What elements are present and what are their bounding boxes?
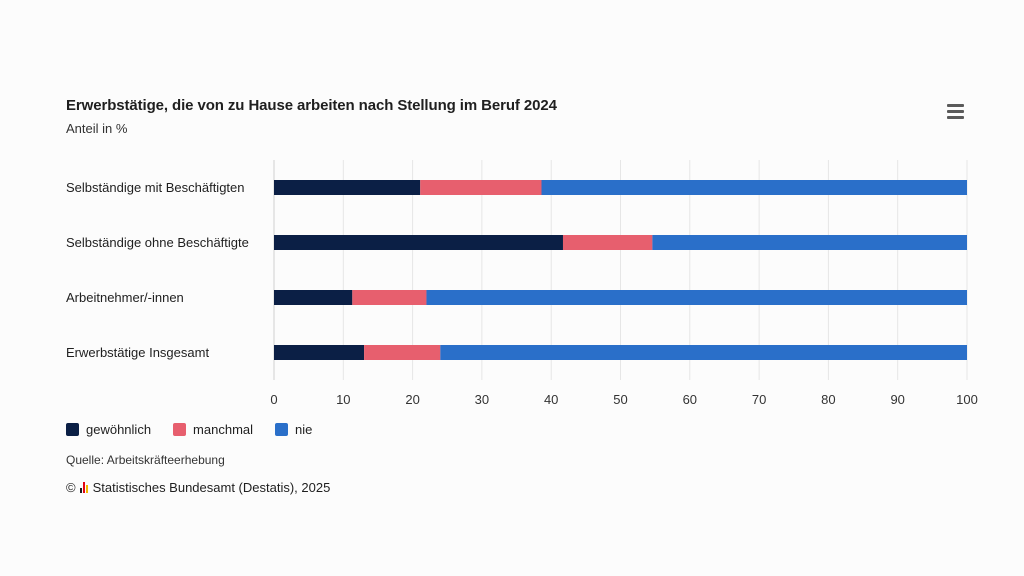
bar-segment xyxy=(364,345,441,360)
x-tick-label: 80 xyxy=(821,392,835,407)
bar-segment xyxy=(562,235,653,250)
bar-segment xyxy=(426,290,968,305)
legend-label: gewöhnlich xyxy=(86,422,152,437)
category-label: Selbständige mit Beschäftigten xyxy=(66,180,245,195)
bar-segment xyxy=(352,290,427,305)
x-tick-label: 70 xyxy=(752,392,766,407)
x-tick-label: 30 xyxy=(475,392,489,407)
copyright-symbol: © xyxy=(66,480,76,495)
destatis-logo-icon xyxy=(79,482,89,493)
x-tick-label: 20 xyxy=(405,392,419,407)
x-tick-label: 40 xyxy=(544,392,558,407)
legend-item[interactable]: gewöhnlich xyxy=(66,422,151,437)
x-tick-label: 0 xyxy=(270,392,277,407)
chart-subtitle: Anteil in % xyxy=(66,121,128,136)
credit-line: © Statistisches Bundesamt (Destatis), 20… xyxy=(66,480,330,495)
credit-text: Statistisches Bundesamt (Destatis), 2025 xyxy=(92,480,331,495)
x-tick-label: 90 xyxy=(890,392,904,407)
legend-item[interactable]: manchmal xyxy=(173,422,253,437)
bar-segment xyxy=(274,290,353,305)
bar-segment xyxy=(652,235,967,250)
x-tick-label: 10 xyxy=(336,392,350,407)
legend-label: manchmal xyxy=(193,422,254,437)
bar-segment xyxy=(420,180,542,195)
category-label: Selbständige ohne Beschäftigte xyxy=(66,235,249,250)
legend-swatch xyxy=(173,423,187,436)
legend-item[interactable]: nie xyxy=(275,422,312,437)
bar-segment xyxy=(440,345,967,360)
bar-segment xyxy=(274,180,421,195)
bar-segment xyxy=(274,345,365,360)
legend-swatch xyxy=(275,423,289,436)
legend-label: nie xyxy=(295,422,313,437)
chart-title: Erwerbstätige, die von zu Hause arbeiten… xyxy=(66,97,557,114)
legend: gewöhnlich manchmal nie xyxy=(66,422,334,437)
menu-icon[interactable] xyxy=(944,102,968,122)
category-label: Arbeitnehmer/-innen xyxy=(66,290,184,305)
x-tick-label: 60 xyxy=(683,392,697,407)
x-tick-label: 100 xyxy=(956,392,978,407)
bar-segment xyxy=(541,180,967,195)
bar-segment xyxy=(274,235,563,250)
source-note: Quelle: Arbeitskräfteerhebung xyxy=(66,453,225,467)
category-label: Erwerbstätige Insgesamt xyxy=(66,345,209,360)
x-tick-label: 50 xyxy=(613,392,627,407)
bar-chart: 0 10 20 30 40 50 60 70 80 90 100 Selbständige mit B… xyxy=(66,160,978,407)
legend-swatch xyxy=(66,423,79,436)
